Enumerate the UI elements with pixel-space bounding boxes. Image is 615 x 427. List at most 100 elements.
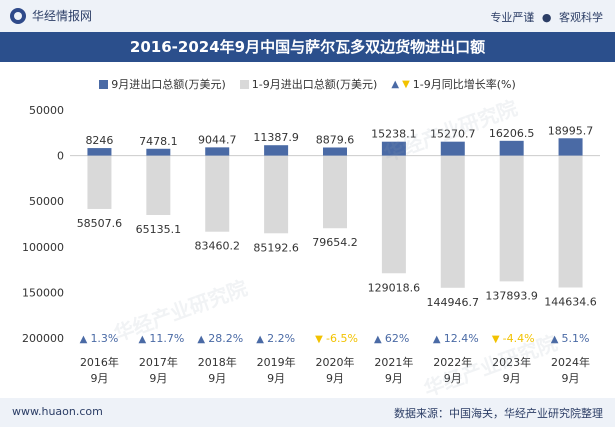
monthly-value-label: 8246 <box>85 134 113 147</box>
y-tick-label: 50000 <box>29 104 64 117</box>
growth-up-triangle-icon: ▲ <box>197 334 205 345</box>
footer-bar: www.huaon.com 数据来源：中国海关，华经产业研究院整理 <box>0 398 615 427</box>
x-tick-label-year: 2020年 <box>316 355 355 369</box>
cumulative-value-label: 137893.9 <box>485 289 538 302</box>
x-tick-label-month: 9月 <box>562 372 580 385</box>
cumulative-bar <box>87 155 112 209</box>
legend-swatch-monthly <box>99 79 109 89</box>
cumulative-bar <box>558 155 583 288</box>
cumulative-bar <box>440 155 465 288</box>
legend-item-growth: ▲ ▼ 1-9月同比增长率(%) <box>391 76 515 92</box>
cumulative-bar <box>146 155 171 216</box>
legend-up-triangle-icon: ▲ <box>391 78 400 90</box>
cumulative-value-label: 83460.2 <box>194 240 240 253</box>
brand-logo-icon <box>10 7 26 24</box>
monthly-bar <box>440 141 465 156</box>
monthly-value-label: 18995.7 <box>548 124 594 137</box>
growth-rate-label: -4.4% <box>503 332 535 345</box>
tagline-separator: ● <box>541 11 552 24</box>
x-tick-label-year: 2021年 <box>374 355 413 369</box>
monthly-bar <box>381 141 406 156</box>
growth-rate-label: 1.3% <box>90 332 118 345</box>
cumulative-value-label: 79654.2 <box>312 236 358 249</box>
monthly-value-label: 16206.5 <box>489 127 535 140</box>
footer-site: www.huaon.com <box>12 405 103 418</box>
monthly-bar <box>264 145 289 156</box>
cumulative-bar <box>264 155 289 234</box>
monthly-value-label: 15238.1 <box>371 128 417 141</box>
cumulative-value-label: 85192.6 <box>253 241 299 254</box>
x-tick-label-year: 2016年 <box>80 355 119 369</box>
x-tick-label-month: 9月 <box>444 372 462 385</box>
monthly-value-label: 8879.6 <box>316 134 355 147</box>
cumulative-bar <box>205 155 230 232</box>
legend-label-monthly: 9月进出口总额(万美元) <box>111 78 226 91</box>
y-tick-label: 100000 <box>22 241 64 254</box>
legend-item-cumulative: 1-9月进出口总额(万美元) <box>239 76 378 92</box>
x-tick-label-year: 2018年 <box>198 355 237 369</box>
x-tick-label-month: 9月 <box>149 372 167 385</box>
monthly-bar <box>558 138 583 156</box>
cumulative-value-label: 144634.6 <box>544 296 597 309</box>
tagline: 专业严谨 ● 客观科学 <box>490 9 603 25</box>
x-tick-label-year: 2022年 <box>433 355 472 369</box>
growth-up-triangle-icon: ▲ <box>80 334 88 345</box>
cumulative-value-label: 129018.6 <box>368 281 421 294</box>
cumulative-value-label: 65135.1 <box>136 223 182 236</box>
growth-rate-label: 2.2% <box>267 332 295 345</box>
chart-canvas: 50000 0 50000 100000 150000 200000 8246 58507.6… <box>22 104 600 385</box>
x-tick-label-month: 9月 <box>326 372 344 385</box>
legend-label-cumulative: 1-9月进出口总额(万美元) <box>251 78 378 91</box>
cumulative-bar <box>381 155 406 274</box>
growth-rate-label: 11.7% <box>149 332 184 345</box>
monthly-value-label: 15270.7 <box>430 128 476 141</box>
growth-rate-label: 5.1% <box>562 332 590 345</box>
growth-up-triangle-icon: ▲ <box>551 334 559 345</box>
x-tick-label-month: 9月 <box>267 372 285 385</box>
y-tick-label: 50000 <box>29 195 64 208</box>
growth-up-triangle-icon: ▲ <box>433 334 441 345</box>
growth-up-triangle-icon: ▲ <box>138 334 146 345</box>
monthly-bar <box>323 147 347 156</box>
growth-rate-label: 62% <box>385 332 409 345</box>
growth-rate-label: -6.5% <box>326 332 358 345</box>
chart-title: 2016-2024年9月中国与萨尔瓦多双边货物进出口额 <box>0 32 615 62</box>
growth-up-triangle-icon: ▲ <box>374 334 382 345</box>
x-tick-label-year: 2017年 <box>139 355 178 369</box>
y-tick-label: 200000 <box>22 332 64 345</box>
tagline-right: 客观科学 <box>559 11 603 24</box>
tagline-left: 专业严谨 <box>490 11 535 24</box>
growth-up-triangle-icon: ▲ <box>256 334 264 345</box>
growth-rate-label: 28.2% <box>208 332 243 345</box>
x-tick-label-month: 9月 <box>385 372 403 385</box>
y-tick-label: 0 <box>57 150 64 163</box>
cumulative-bar <box>323 155 347 229</box>
monthly-bar <box>205 147 230 156</box>
x-tick-label-month: 9月 <box>208 372 226 385</box>
monthly-value-label: 9044.7 <box>198 133 237 146</box>
legend-item-monthly: 9月进出口总额(万美元) <box>99 76 226 92</box>
x-tick-label-month: 9月 <box>503 372 521 385</box>
y-tick-label: 150000 <box>22 286 64 299</box>
legend-label-growth: 1-9月同比增长率(%) <box>412 78 516 91</box>
growth-down-triangle-icon: ▼ <box>315 334 323 345</box>
brand: 华经情报网 <box>10 7 92 24</box>
growth-down-triangle-icon: ▼ <box>492 334 500 345</box>
top-bar: 华经情报网 专业严谨 ● 客观科学 <box>0 0 615 32</box>
legend-swatch-cumulative <box>239 79 249 89</box>
cumulative-value-label: 58507.6 <box>77 217 123 230</box>
cumulative-value-label: 144946.7 <box>427 296 480 309</box>
monthly-bar <box>87 148 112 156</box>
chart-legend: 9月进出口总额(万美元) 1-9月进出口总额(万美元) ▲ ▼ 1-9月同比增长… <box>0 76 615 92</box>
x-tick-label-year: 2023年 <box>492 355 531 369</box>
cumulative-bar <box>499 155 524 282</box>
monthly-bar <box>146 148 171 156</box>
growth-rate-label: 12.4% <box>444 332 479 345</box>
x-tick-label-year: 2019年 <box>257 355 296 369</box>
legend-down-triangle-icon: ▼ <box>402 78 410 90</box>
brand-name: 华经情报网 <box>32 9 93 23</box>
footer-source: 数据来源：中国海关，华经产业研究院整理 <box>394 407 603 420</box>
monthly-value-label: 7478.1 <box>139 135 178 148</box>
x-tick-label-month: 9月 <box>90 372 108 385</box>
monthly-value-label: 11387.9 <box>253 131 299 144</box>
